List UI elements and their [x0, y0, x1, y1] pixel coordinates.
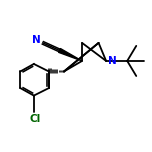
Polygon shape	[59, 48, 82, 61]
Text: N: N	[108, 56, 117, 66]
Text: N: N	[33, 35, 41, 45]
Text: Cl: Cl	[30, 114, 41, 124]
